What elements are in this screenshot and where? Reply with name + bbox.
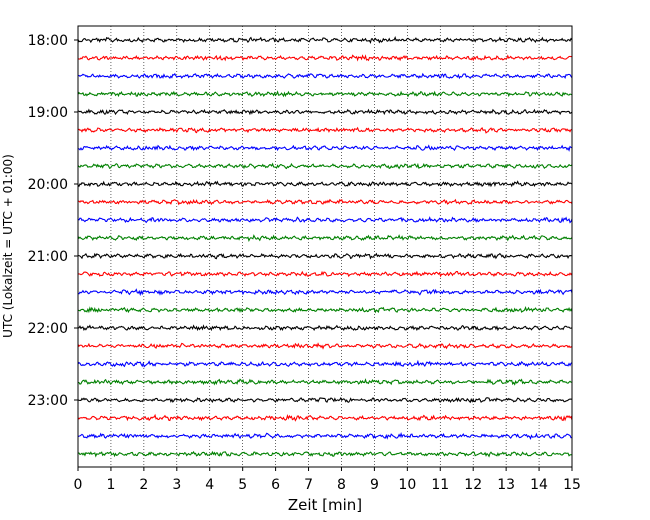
seismic-trace bbox=[77, 198, 573, 206]
x-tick-label: 0 bbox=[74, 477, 83, 493]
y-tick-label: 19:00 bbox=[28, 105, 68, 121]
seismic-trace bbox=[77, 144, 573, 152]
seismic-trace bbox=[77, 270, 573, 278]
seismic-trace bbox=[77, 342, 573, 350]
x-tick-label: 14 bbox=[530, 477, 548, 493]
seismic-trace bbox=[77, 216, 573, 224]
seismic-trace bbox=[77, 450, 573, 458]
y-tick-label: 23:00 bbox=[28, 393, 68, 409]
y-tick-label: 22:00 bbox=[28, 321, 68, 337]
seismic-trace bbox=[77, 252, 573, 260]
seismic-trace bbox=[77, 180, 573, 188]
seismic-trace bbox=[77, 72, 573, 80]
seismic-trace bbox=[77, 54, 573, 62]
x-tick-label: 8 bbox=[337, 477, 346, 493]
y-tick-label: 21:00 bbox=[28, 249, 68, 265]
x-axis-ticks: 0 1 2 3 4 5 6 7 8 9 10 11 12 13 14 15 bbox=[74, 467, 581, 493]
seismic-traces bbox=[77, 36, 573, 458]
x-tick-label: 11 bbox=[431, 477, 449, 493]
seismic-trace bbox=[77, 431, 573, 440]
x-tick-label: 9 bbox=[370, 477, 379, 493]
x-tick-label: 5 bbox=[238, 477, 247, 493]
seismic-trace bbox=[77, 126, 573, 134]
x-tick-label: 3 bbox=[172, 477, 181, 493]
seismic-trace bbox=[77, 306, 573, 314]
seismic-trace bbox=[77, 359, 573, 368]
seismic-trace bbox=[77, 288, 573, 297]
seismic-trace bbox=[77, 36, 573, 44]
seismic-trace bbox=[77, 90, 573, 98]
grid-lines bbox=[110, 26, 540, 467]
x-tick-label: 10 bbox=[398, 477, 416, 493]
y-tick-label: 20:00 bbox=[28, 177, 68, 193]
x-tick-label: 4 bbox=[205, 477, 214, 493]
plot-frame bbox=[77, 25, 573, 468]
x-tick-label: 12 bbox=[464, 477, 482, 493]
y-tick-label: 18:00 bbox=[28, 33, 68, 49]
x-tick-label: 1 bbox=[106, 477, 115, 493]
y-axis-label: UTC (Lokalzeit = UTC + 01:00) bbox=[1, 154, 15, 338]
x-axis-label: Zeit [min] bbox=[288, 496, 362, 514]
seismic-trace bbox=[77, 162, 573, 170]
seismic-trace bbox=[77, 396, 573, 404]
x-tick-label: 15 bbox=[563, 477, 581, 493]
seismic-trace bbox=[77, 234, 573, 243]
y-axis-ticks: 18:00 19:00 20:00 21:00 22:00 23:00 bbox=[28, 33, 78, 409]
x-tick-label: 7 bbox=[304, 477, 313, 493]
x-tick-label: 13 bbox=[497, 477, 515, 493]
x-tick-label: 6 bbox=[271, 477, 280, 493]
seismic-trace bbox=[77, 413, 573, 422]
seismic-trace bbox=[77, 324, 573, 332]
seismic-trace bbox=[77, 108, 573, 116]
seismic-trace bbox=[77, 378, 573, 386]
x-tick-label: 2 bbox=[139, 477, 148, 493]
